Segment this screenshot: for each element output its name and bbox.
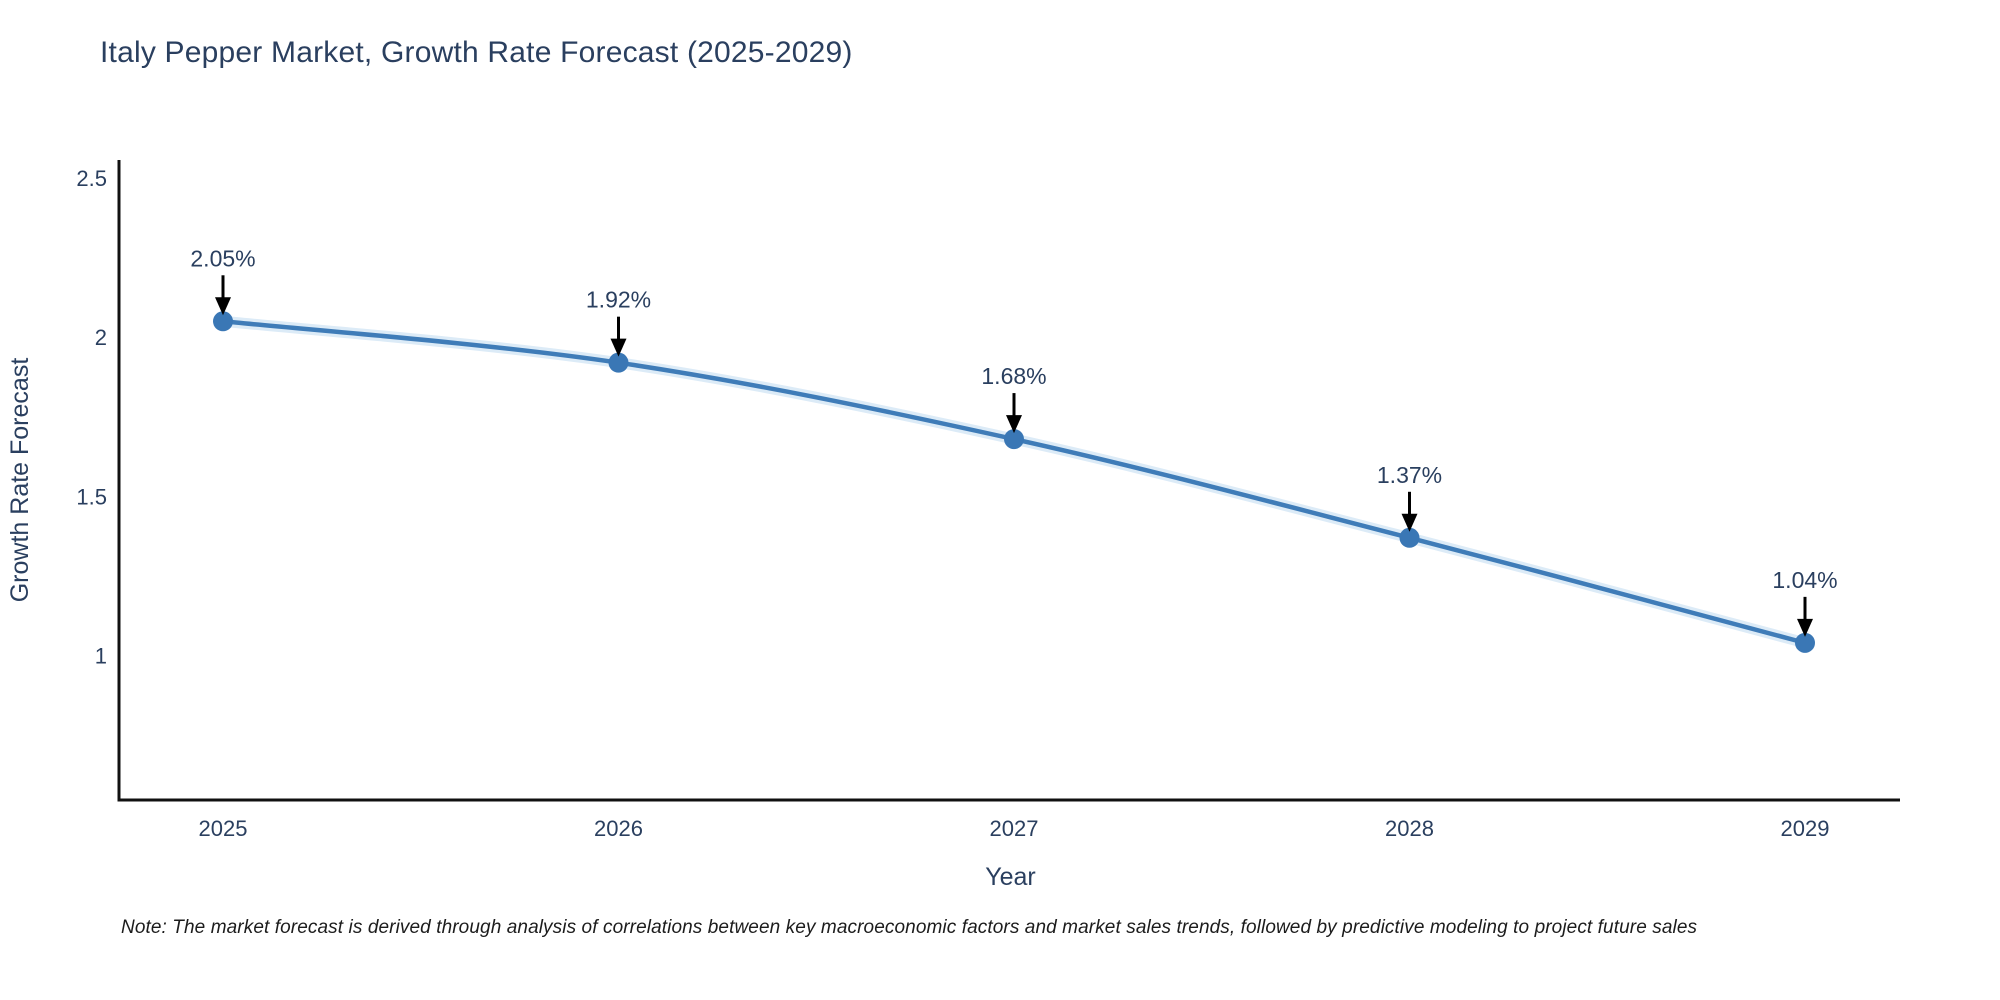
annotation-label: 1.68% <box>981 363 1046 389</box>
y-tick-label: 2 <box>95 325 107 350</box>
x-tick-label: 2026 <box>594 816 643 841</box>
x-tick-label: 2027 <box>990 816 1039 841</box>
data-point-2026[interactable] <box>608 352 629 373</box>
data-point-2029[interactable] <box>1795 632 1815 653</box>
x-tick-label: 2028 <box>1385 816 1434 841</box>
y-tick-label: 1 <box>95 644 107 669</box>
y-tick-label: 1.5 <box>76 484 107 509</box>
y-tick-label: 2.5 <box>76 166 107 191</box>
annotation-label: 1.04% <box>1772 567 1837 593</box>
data-point-2027[interactable] <box>1004 429 1024 450</box>
annotation-label: 1.37% <box>1377 462 1442 488</box>
data-point-2025[interactable] <box>213 311 233 332</box>
footnote: Note: The market forecast is derived thr… <box>121 917 1698 938</box>
annotation-arrowhead <box>215 297 231 316</box>
annotation-label: 2.05% <box>190 245 255 271</box>
data-point-2028[interactable] <box>1399 527 1420 548</box>
annotation-arrowhead <box>1006 415 1022 434</box>
annotation-arrowhead <box>1797 618 1813 637</box>
annotation-arrowhead <box>610 338 627 357</box>
annotation-arrowhead <box>1401 513 1418 532</box>
x-tick-label: 2029 <box>1781 816 1830 841</box>
x-axis-title: Year <box>985 863 1036 891</box>
annotation-label: 1.92% <box>586 287 651 313</box>
x-tick-label: 2025 <box>199 816 248 841</box>
y-axis-title: Growth Rate Forecast <box>6 358 34 603</box>
chart-title: Italy Pepper Market, Growth Rate Forecas… <box>100 36 853 69</box>
